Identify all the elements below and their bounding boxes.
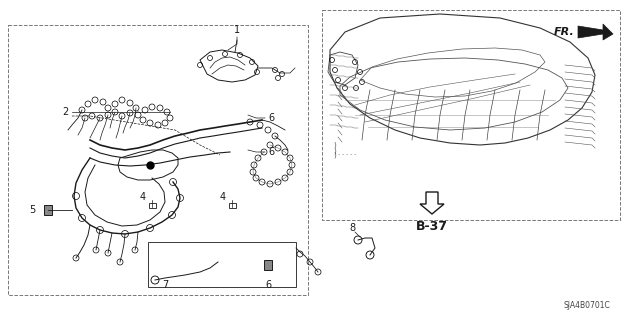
Bar [8,25,308,295]
Text: .: . [353,150,355,156]
Text: 8: 8 [349,223,355,233]
Text: 6: 6 [268,147,274,157]
Text: 7: 7 [162,280,168,290]
Text: .: . [349,150,351,156]
Text: SJA4B0701C: SJA4B0701C [563,301,610,310]
Bar [148,203,156,207]
Text: .: . [345,150,347,156]
Text: ): ) [333,147,337,153]
Text: ): ) [333,142,337,149]
Polygon shape [578,24,613,40]
Bar [264,260,272,270]
Text: ): ) [333,152,337,159]
Text: B-37: B-37 [416,220,448,233]
Bar [228,203,236,207]
Bar [322,10,620,220]
Text: 2: 2 [62,107,68,117]
Text: 5: 5 [29,205,35,215]
Text: 4: 4 [140,192,146,202]
Text: .: . [337,150,339,156]
Text: FR.: FR. [554,27,575,37]
Text: .: . [341,150,343,156]
Bar [44,205,52,215]
Text: 4: 4 [220,192,226,202]
Text: 6: 6 [268,113,274,123]
Bar [148,242,296,287]
Text: 6: 6 [265,280,271,290]
Text: 1: 1 [234,25,240,35]
